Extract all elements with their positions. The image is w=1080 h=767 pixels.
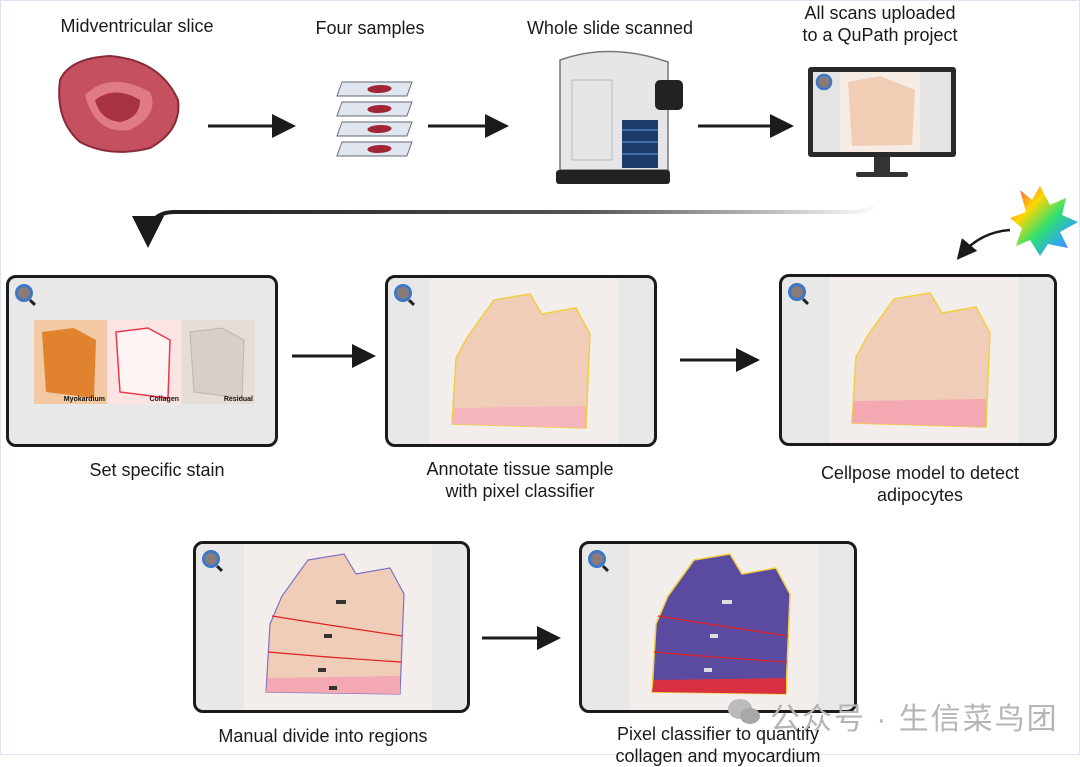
caption-quantify-line1: Pixel classifier to quantify (616, 724, 820, 744)
step-label-slice: Midventricular slice (60, 16, 214, 36)
caption-cellpose-line1: Cellpose model to detect (820, 463, 1020, 483)
upload-line1: All scans uploaded (804, 3, 956, 23)
qupath-icon (15, 284, 33, 302)
stain-label-myocardium: Myokardium (63, 396, 105, 403)
stain-label-collagen: Collagen (149, 396, 179, 403)
four-slides-illustration (336, 81, 413, 157)
slide-scanner-illustration (556, 50, 683, 184)
qupath-icon (394, 284, 412, 302)
monitor-illustration (808, 67, 956, 177)
slide-image (430, 278, 618, 444)
panel-divide (193, 541, 470, 713)
caption-annotate-line2: with pixel classifier (445, 481, 595, 501)
qupath-icon (788, 283, 806, 301)
step-label-scan: Whole slide scanned (526, 18, 694, 38)
slide-image (244, 544, 432, 710)
cellpose-logo (1010, 186, 1078, 256)
wechat-icon (728, 699, 760, 724)
slide-image (830, 277, 1018, 443)
caption-cellpose: Cellpose model to detect adipocytes (821, 462, 1019, 506)
heart-slice-illustration (58, 54, 180, 153)
panel-annotate (385, 275, 657, 447)
panel-quantify (579, 541, 857, 713)
caption-cellpose-line2: adipocytes (876, 485, 964, 505)
step-label-samples: Four samples (315, 18, 425, 38)
caption-stain: Set specific stain (89, 460, 225, 480)
stain-residual: Residual (182, 320, 255, 404)
stain-myocardium: Myokardium (34, 320, 107, 404)
step-label-upload: All scans uploaded to a QuPath project (802, 2, 957, 46)
caption-annotate: Annotate tissue sample with pixel classif… (426, 458, 613, 502)
qupath-icon (588, 550, 606, 568)
caption-divide: Manual divide into regions (218, 726, 428, 746)
caption-quantify-line2: collagen and myocardium (615, 746, 821, 766)
panel-cellpose (779, 274, 1057, 446)
arrow-return (132, 191, 884, 248)
stain-label-residual: Residual (223, 396, 253, 403)
slide-image (630, 544, 818, 710)
upload-line2: to a QuPath project (802, 25, 958, 45)
panel-stain: Myokardium Collagen Residual (6, 275, 278, 447)
qupath-icon (202, 550, 220, 568)
stain-collagen: Collagen (108, 320, 181, 404)
watermark: 公众号 · 生信菜鸟团 (770, 703, 1059, 736)
caption-annotate-line1: Annotate tissue sample (426, 459, 614, 479)
arrow-cellpose (956, 228, 1011, 260)
